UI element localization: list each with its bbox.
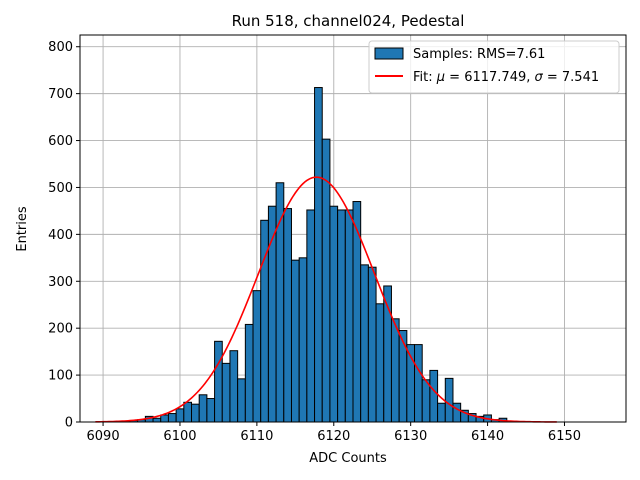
plot-frame: [79, 34, 627, 423]
y-tick-label-600: 600: [48, 134, 73, 149]
histogram-bar-6115: [290, 259, 300, 423]
histogram-bar-6100: [175, 408, 185, 423]
histogram-bar-6103: [198, 394, 208, 423]
x-tick-label-6120: 6120: [317, 429, 350, 444]
histogram-bar-6121: [337, 209, 346, 423]
histogram-bar-6099: [167, 413, 177, 423]
x-tick-label-6140: 6140: [471, 429, 504, 444]
legend-swatch-samples: [374, 47, 404, 60]
chart-title: Run 518, channel024, Pedestal: [232, 12, 465, 30]
histogram-bar-6102: [191, 403, 200, 423]
legend-fit-sigma-value: = 7.541: [543, 70, 599, 85]
y-tick-label-200: 200: [48, 322, 73, 337]
histogram-bar-6125: [367, 266, 377, 423]
histogram-bar-6109: [244, 323, 254, 423]
histogram-bar-6118: [314, 87, 323, 423]
y-tick-label-300: 300: [48, 275, 73, 290]
legend-box: [368, 40, 620, 94]
legend-fit-prefix: Fit:: [413, 70, 437, 85]
histogram-bar-6136: [452, 402, 462, 423]
y-axis-ticks: 0 100 200 300 400 500 600 700 800: [48, 40, 80, 431]
histogram-bar-6129: [398, 330, 408, 423]
legend-fit-mu-value: = 6117.749,: [445, 70, 534, 85]
y-tick-label-800: 800: [48, 40, 73, 55]
histogram-bar-6110: [252, 290, 262, 423]
histogram-bar-6114: [283, 208, 292, 423]
histogram-bar-6101: [183, 401, 193, 423]
histogram-bar-6132: [421, 379, 431, 423]
histogram-bar-6134: [437, 402, 446, 423]
histogram-bar-6122: [344, 209, 354, 423]
fit-curve-group: [95, 176, 557, 423]
histogram-bar-6097: [152, 417, 162, 423]
histogram-bar-6116: [298, 257, 308, 423]
histogram-bar-6128: [390, 318, 400, 423]
y-tick-label-500: 500: [48, 181, 73, 196]
histogram-bar-6124: [360, 264, 369, 423]
histogram-bar-6133: [429, 369, 439, 423]
y-tick-label-700: 700: [48, 87, 73, 102]
x-tick-label-6150: 6150: [548, 429, 581, 444]
histogram-bar-6120: [329, 205, 339, 423]
histogram-bar-6105: [214, 340, 223, 423]
histogram-bar-6117: [306, 209, 316, 423]
histogram-bars: [121, 87, 508, 423]
legend-fit-mu-symbol: μ: [436, 70, 445, 85]
histogram-bar-6104: [206, 398, 216, 423]
x-tick-label-6130: 6130: [394, 429, 427, 444]
y-axis-label: Entries: [15, 206, 30, 252]
legend-fit-sigma-symbol: σ: [535, 70, 544, 85]
x-tick-label-6100: 6100: [163, 429, 196, 444]
legend-label-fit: Fit: μ = 6117.749, σ = 7.541: [413, 70, 599, 85]
x-axis-ticks: 6090 6100 6110 6120 6130 6140 6150: [87, 422, 581, 444]
histogram-bar-6113: [275, 182, 285, 423]
legend: Samples: RMS=7.61 Fit: μ = 6117.749, σ =…: [368, 40, 620, 94]
x-axis-label: ADC Counts: [309, 451, 387, 466]
x-tick-label-6090: 6090: [87, 429, 120, 444]
y-tick-label-400: 400: [48, 228, 73, 243]
legend-label-samples: Samples: RMS=7.61: [413, 47, 545, 62]
x-tick-label-6110: 6110: [240, 429, 273, 444]
histogram-bar-6106: [221, 362, 231, 423]
y-tick-label-100: 100: [48, 369, 73, 384]
histogram-bar-6135: [444, 377, 454, 423]
histogram-bar-6098: [160, 414, 169, 423]
histogram-bar-6131: [414, 344, 423, 423]
histogram-bar-6126: [375, 303, 385, 423]
histogram-bar-6107: [229, 350, 239, 423]
y-tick-label-0: 0: [65, 416, 73, 431]
histogram-bar-6108: [237, 378, 246, 423]
fit-curve: [95, 176, 557, 423]
